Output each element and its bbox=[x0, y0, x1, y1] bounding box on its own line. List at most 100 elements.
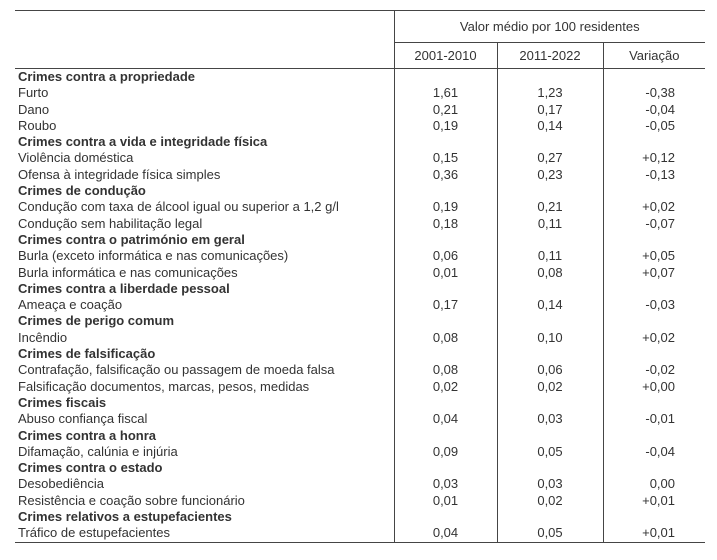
cell-2001-2010: 0,36 bbox=[394, 166, 498, 184]
table-row: Burla (exceto informática e nas comunica… bbox=[15, 248, 705, 265]
category-row: Crimes relativos a estupefacientes bbox=[15, 509, 705, 526]
empty-corner-cell-2 bbox=[15, 42, 395, 69]
row-label: Falsificação documentos, marcas, pesos, … bbox=[15, 378, 395, 395]
category-row: Crimes contra a honra bbox=[15, 427, 705, 444]
row-label: Crimes relativos a estupefacientes bbox=[15, 509, 395, 526]
table-row: Difamação, calúnia e injúria 0,09 0,05 -0,0… bbox=[15, 443, 705, 461]
cell-2011-2022: 0,03 bbox=[497, 411, 604, 428]
cell-2011-2022: 0,14 bbox=[497, 117, 604, 135]
table-row: Abuso confiança fiscal 0,04 0,03 -0,01 bbox=[15, 411, 705, 428]
cell-variacao: +0,05 bbox=[642, 248, 676, 264]
cell-variacao: +0,02 bbox=[642, 329, 676, 345]
cell-2001-2010 bbox=[394, 427, 498, 444]
cell-2011-2022: 0,10 bbox=[497, 329, 604, 347]
cell-2001-2010 bbox=[394, 134, 498, 151]
cell-2011-2022 bbox=[497, 183, 604, 200]
document-page: Valor médio por 100 residentes 2001-2010… bbox=[0, 10, 717, 560]
cell-variacao bbox=[603, 281, 705, 297]
row-label: Crimes contra a liberdade pessoal bbox=[15, 280, 395, 298]
row-label: Tráfico de estupefacientes bbox=[15, 525, 395, 543]
row-label: Crimes de perigo comum bbox=[15, 313, 395, 330]
cell-2001-2010: 0,19 bbox=[394, 199, 498, 216]
cell-2001-2010 bbox=[394, 346, 498, 363]
category-row: Crimes contra o património em geral bbox=[15, 231, 705, 249]
table-row: Contrafação, falsificação ou passagem de… bbox=[15, 362, 705, 379]
table-row: Ofensa à integridade física simples 0,36 0… bbox=[15, 166, 705, 184]
row-label: Dano bbox=[15, 101, 395, 118]
column-header-2001-2010: 2001-2010 bbox=[394, 42, 498, 69]
row-label: Burla informática e nas comunicações bbox=[15, 264, 395, 281]
cell-variacao bbox=[603, 460, 705, 476]
table-row: Condução com taxa de álcool igual ou sup… bbox=[15, 199, 705, 216]
cell-variacao: +0,07 bbox=[642, 264, 676, 280]
cell-variacao: +0,01 bbox=[642, 525, 676, 541]
cell-2001-2010: 0,04 bbox=[394, 525, 498, 543]
cell-variacao: -0,04 bbox=[645, 443, 676, 459]
cell-variacao bbox=[603, 69, 705, 86]
table-row: Tráfico de estupefacientes 0,04 0,05 +0,01 bbox=[15, 525, 705, 543]
category-row: Crimes de condução bbox=[15, 183, 705, 200]
cell-variacao: +0,00 bbox=[642, 378, 676, 394]
cell-variacao: -0,05 bbox=[645, 117, 676, 133]
table-row: Burla informática e nas comunicações 0,01… bbox=[15, 264, 705, 281]
cell-2011-2022: 0,05 bbox=[497, 525, 604, 543]
cell-2011-2022: 0,11 bbox=[497, 248, 604, 265]
cell-2001-2010: 0,17 bbox=[394, 297, 498, 314]
cell-2001-2010 bbox=[394, 394, 498, 412]
row-label: Ameaça e coação bbox=[15, 297, 395, 314]
cell-2011-2022: 0,11 bbox=[497, 215, 604, 232]
cell-2011-2022 bbox=[497, 68, 604, 86]
cell-2011-2022: 0,21 bbox=[497, 199, 604, 216]
cell-2001-2010: 0,01 bbox=[394, 492, 498, 510]
cell-2001-2010: 0,15 bbox=[394, 150, 498, 167]
row-label: Incêndio bbox=[15, 329, 395, 347]
cell-2001-2010 bbox=[394, 509, 498, 526]
cell-variacao bbox=[603, 428, 705, 444]
cell-variacao: -0,38 bbox=[645, 85, 676, 101]
cell-2001-2010 bbox=[394, 460, 498, 477]
category-row: Crimes de perigo comum bbox=[15, 313, 705, 330]
cell-2011-2022: 0,17 bbox=[497, 101, 604, 118]
header-group-row: Valor médio por 100 residentes bbox=[15, 10, 706, 43]
cell-2011-2022 bbox=[497, 280, 604, 298]
category-row: Crimes de falsificação bbox=[15, 346, 705, 363]
header-columns-row: 2001-2010 2011-2022 Variação bbox=[15, 42, 706, 69]
category-row: Crimes contra o estado bbox=[15, 460, 705, 477]
column-header-2011-2022: 2011-2022 bbox=[497, 42, 604, 69]
cell-2001-2010: 0,03 bbox=[394, 476, 498, 493]
row-label: Desobediência bbox=[15, 476, 395, 493]
cell-2011-2022: 0,02 bbox=[497, 492, 604, 510]
row-label: Contrafação, falsificação ou passagem de… bbox=[15, 362, 395, 379]
cell-variacao: +0,02 bbox=[642, 199, 676, 215]
row-label: Condução com taxa de álcool igual ou sup… bbox=[15, 199, 395, 216]
cell-2011-2022 bbox=[497, 346, 604, 363]
row-label: Abuso confiança fiscal bbox=[15, 411, 395, 428]
cell-2001-2010: 0,06 bbox=[394, 248, 498, 265]
row-label: Crimes contra a honra bbox=[15, 427, 395, 444]
row-label: Difamação, calúnia e injúria bbox=[15, 443, 395, 461]
table-row: Furto 1,61 1,23 -0,38 bbox=[15, 85, 705, 102]
row-label: Crimes contra a propriedade bbox=[15, 68, 395, 86]
cell-2011-2022: 0,05 bbox=[497, 443, 604, 461]
cell-2011-2022: 0,27 bbox=[497, 150, 604, 167]
cell-2001-2010: 0,08 bbox=[394, 329, 498, 347]
row-label: Condução sem habilitação legal bbox=[15, 215, 395, 232]
cell-variacao: -0,01 bbox=[645, 411, 676, 427]
row-label: Crimes de falsificação bbox=[15, 346, 395, 363]
category-row: Crimes fiscais bbox=[15, 394, 705, 412]
cell-2011-2022: 0,06 bbox=[497, 362, 604, 379]
cell-variacao bbox=[603, 346, 705, 362]
cell-variacao: -0,03 bbox=[645, 297, 676, 313]
cell-2011-2022 bbox=[497, 313, 604, 330]
row-label: Crimes fiscais bbox=[15, 394, 395, 412]
cell-2001-2010: 1,61 bbox=[394, 85, 498, 102]
empty-corner-cell bbox=[15, 10, 395, 43]
cell-variacao: 0,00 bbox=[649, 476, 676, 492]
cell-variacao: -0,04 bbox=[645, 101, 676, 117]
cell-variacao bbox=[603, 134, 705, 150]
cell-2001-2010 bbox=[394, 313, 498, 330]
row-label: Roubo bbox=[15, 117, 395, 135]
cell-2001-2010: 0,08 bbox=[394, 362, 498, 379]
table-row: Roubo 0,19 0,14 -0,05 bbox=[15, 117, 705, 135]
cell-2011-2022 bbox=[497, 509, 604, 526]
